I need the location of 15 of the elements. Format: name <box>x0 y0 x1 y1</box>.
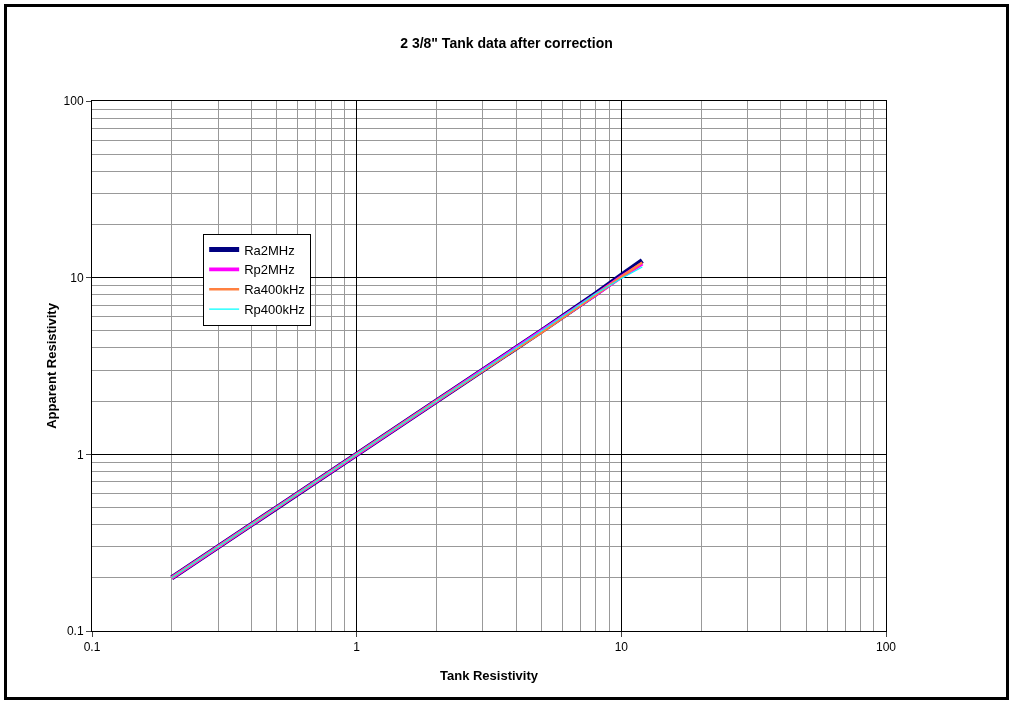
x-tick-label: 10 <box>614 640 629 655</box>
x-tick-label: 100 <box>875 640 897 655</box>
y-tick-label: 0.1 <box>66 624 84 639</box>
x-tick-label: 0.1 <box>83 640 101 655</box>
x-axis-title: Tank Resistivity <box>439 668 539 683</box>
y-tick-label: 100 <box>63 94 84 109</box>
y-tick-label: 1 <box>76 447 84 462</box>
y-tick-label: 10 <box>70 270 84 285</box>
chart-title: 2 3/8" Tank data after correction <box>400 34 613 51</box>
legend-label: Ra2MHz <box>244 242 295 258</box>
legend-label: Ra400kHz <box>244 282 305 298</box>
x-tick-label: 1 <box>353 640 361 655</box>
legend-label: Rp400kHz <box>244 302 305 318</box>
y-axis-title: Apparent Resistivity <box>44 302 59 429</box>
legend-label: Rp2MHz <box>244 262 295 278</box>
